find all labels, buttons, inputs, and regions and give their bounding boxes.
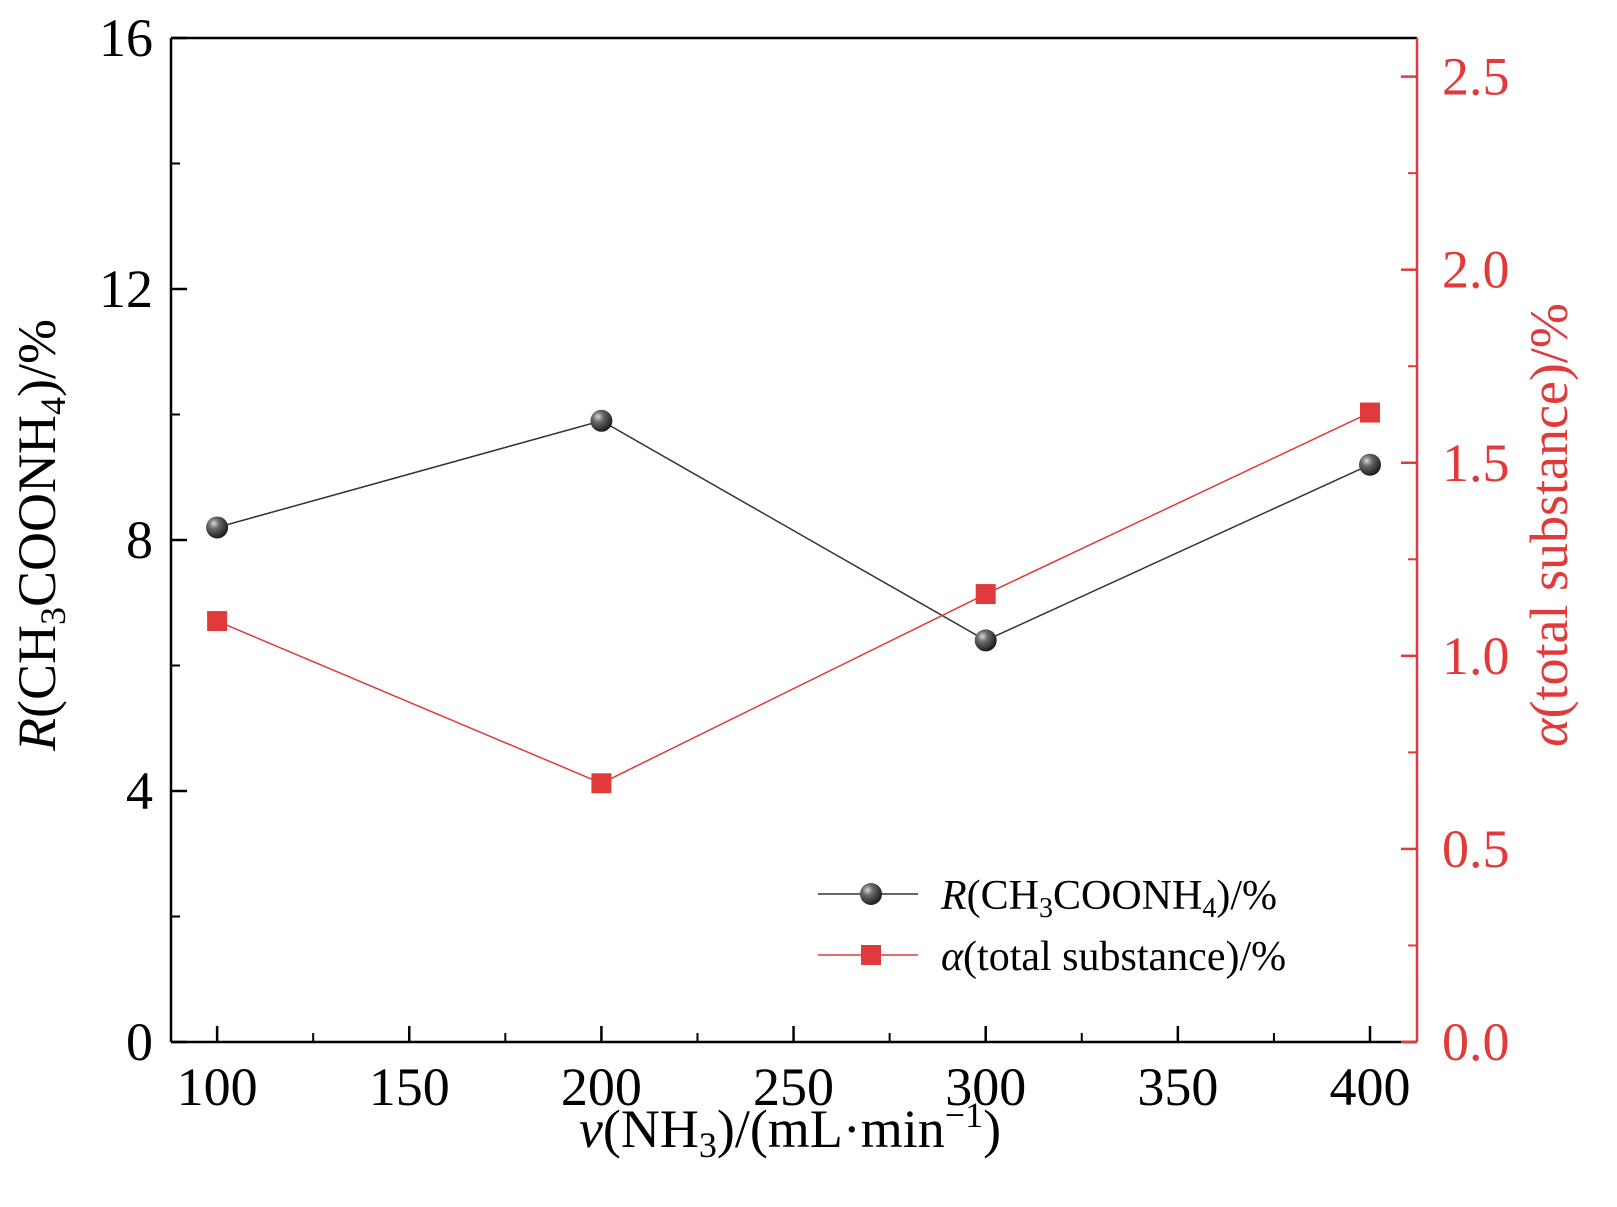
right-y-axis-ticks: 0.0 0.5 1.0 1.5 2.0 2.5 xyxy=(1401,47,1510,1072)
series-line-alpha xyxy=(216,411,1371,785)
x-axis-ticks: 100 150 200 250 300 350 400 xyxy=(177,1026,1411,1117)
right-tick-label: 1.5 xyxy=(1442,433,1510,493)
legend-marker-alpha xyxy=(861,945,881,965)
x-tick-label: 400 xyxy=(1330,1057,1411,1117)
left-tick-label: 4 xyxy=(126,761,153,821)
legend-entry-alpha: α(total substance)/% xyxy=(818,934,1286,980)
data-point-r xyxy=(1359,453,1381,476)
data-point-alpha xyxy=(207,611,228,632)
x-axis-title: v(NH3)/(mL·min−1) xyxy=(579,1095,1001,1165)
legend-label-r: R(CH3COONH4)/% xyxy=(940,873,1277,924)
right-tick-label: 2.5 xyxy=(1442,47,1510,107)
x-tick-label: 350 xyxy=(1137,1057,1218,1117)
x-tick-label: 300 xyxy=(945,1057,1026,1117)
left-y-axis-ticks: 0 4 8 12 16 xyxy=(99,8,187,1072)
legend-label-alpha: α(total substance)/% xyxy=(941,934,1286,980)
right-tick-label: 1.0 xyxy=(1442,626,1510,686)
data-point-r xyxy=(590,409,613,432)
left-tick-label: 0 xyxy=(126,1012,153,1072)
x-tick-label: 200 xyxy=(561,1057,642,1117)
data-point-r xyxy=(206,516,229,539)
x-tick-label: 150 xyxy=(369,1057,450,1117)
right-tick-label: 0.5 xyxy=(1442,819,1510,879)
left-tick-label: 16 xyxy=(99,8,153,68)
left-tick-label: 12 xyxy=(99,259,153,319)
x-tick-label: 250 xyxy=(753,1057,834,1117)
right-tick-label: 2.0 xyxy=(1442,240,1510,300)
data-point-alpha xyxy=(591,773,612,794)
left-tick-label: 8 xyxy=(126,510,153,570)
data-point-alpha xyxy=(975,584,996,605)
legend: R(CH3COONH4)/% α(total substance)/% xyxy=(818,873,1286,980)
legend-entry-r: R(CH3COONH4)/% xyxy=(818,873,1277,924)
legend-marker-r xyxy=(860,883,882,905)
series-line-r xyxy=(216,419,1371,642)
data-point-r xyxy=(974,629,997,652)
right-tick-label: 0.0 xyxy=(1442,1012,1510,1072)
data-point-alpha xyxy=(1360,402,1380,423)
series-markers xyxy=(206,402,1381,794)
left-y-axis-title: R(CH3COONH4)/% xyxy=(7,319,73,752)
series-lines xyxy=(216,411,1371,785)
x-tick-label: 100 xyxy=(177,1057,258,1117)
right-y-axis-title: α(total substance)/% xyxy=(1519,303,1579,747)
